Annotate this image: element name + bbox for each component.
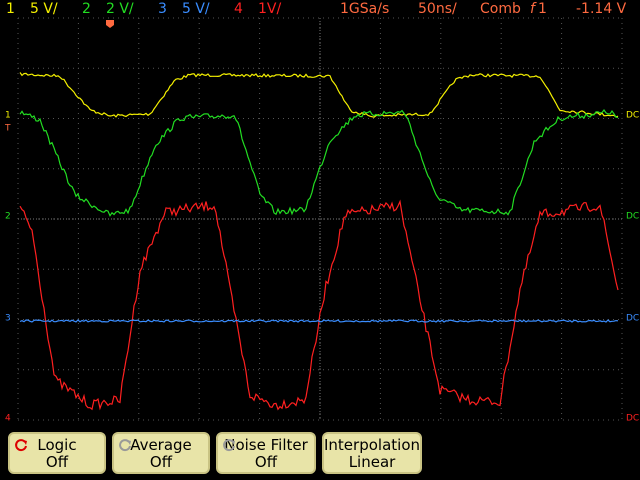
softkey-average[interactable]: Average Off bbox=[112, 432, 210, 474]
softkey-value: Off bbox=[149, 453, 173, 471]
softkey-label: Logic bbox=[37, 436, 77, 454]
softkey-logic[interactable]: Logic Off bbox=[8, 432, 106, 474]
ch4-coupling: DC bbox=[626, 414, 639, 424]
ch4-scale: 1V/ bbox=[258, 1, 281, 17]
softkey-label: Noise Filter bbox=[224, 436, 308, 454]
knob-icon bbox=[15, 439, 27, 452]
softkey-noise-filter[interactable]: Noise Filter Off bbox=[216, 432, 316, 474]
softkey-value: Off bbox=[254, 453, 278, 471]
ch2-trace bbox=[19, 108, 619, 217]
waveforms bbox=[19, 72, 619, 411]
ch1-trace bbox=[19, 72, 619, 118]
ch2-scale: 2 V/ bbox=[106, 1, 134, 17]
trigger-source: 1 bbox=[538, 1, 547, 17]
ch2-marker: 2 bbox=[5, 212, 11, 222]
knob-icon bbox=[223, 439, 235, 452]
trigger-level: -1.14 V bbox=[576, 1, 627, 17]
softkey-interpolation[interactable]: Interpolation Linear bbox=[322, 432, 422, 474]
ch3-trace bbox=[19, 319, 619, 323]
ch1-marker: 1 bbox=[5, 111, 11, 121]
ch2-coupling: DC bbox=[626, 212, 639, 222]
trigger-marker: T bbox=[4, 124, 11, 134]
sample-rate: 1GSa/s bbox=[340, 1, 389, 17]
status-bar bbox=[0, 0, 640, 18]
softkey-label: Average bbox=[130, 436, 192, 454]
ch4-number: 4 bbox=[234, 1, 243, 17]
trigger-mode: Comb bbox=[480, 1, 521, 17]
trigger-edge: f bbox=[530, 1, 537, 17]
ch1-scale: 5 V/ bbox=[30, 1, 58, 17]
knob-icon bbox=[119, 439, 131, 452]
trigger-position-marker bbox=[106, 20, 114, 28]
ch4-marker: 4 bbox=[5, 414, 11, 424]
ch3-scale: 5 V/ bbox=[182, 1, 210, 17]
ch1-coupling: DC bbox=[626, 111, 639, 121]
ch4-trace bbox=[19, 199, 619, 411]
ch1-number: 1 bbox=[6, 1, 15, 17]
ch3-number: 3 bbox=[158, 1, 167, 17]
softkey-label: Interpolation bbox=[324, 436, 420, 454]
softkey-value: Off bbox=[45, 453, 69, 471]
timebase: 50ns/ bbox=[418, 1, 457, 17]
graticule bbox=[17, 17, 623, 421]
ch3-marker: 3 bbox=[5, 314, 11, 324]
softkey-value: Linear bbox=[348, 453, 396, 471]
ch3-coupling: DC bbox=[626, 314, 639, 324]
ch2-number: 2 bbox=[82, 1, 91, 17]
display: 1 5 V/ 2 2 V/ 3 5 V/ 4 1V/ 1GSa/s 50ns/ … bbox=[0, 0, 640, 424]
